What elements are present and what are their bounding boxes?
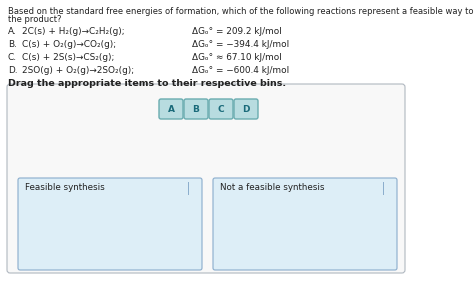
Text: B: B [192, 104, 200, 114]
FancyBboxPatch shape [184, 99, 208, 119]
Text: ΔGₒ° ≈ 67.10 kJ/mol: ΔGₒ° ≈ 67.10 kJ/mol [192, 53, 282, 62]
Text: A.: A. [8, 27, 17, 36]
FancyBboxPatch shape [159, 99, 183, 119]
Text: 2C(s) + H₂(g)→C₂H₂(g);: 2C(s) + H₂(g)→C₂H₂(g); [22, 27, 125, 36]
Text: D.: D. [8, 66, 18, 75]
Text: B.: B. [8, 40, 17, 49]
FancyBboxPatch shape [213, 178, 397, 270]
Text: Drag the appropriate items to their respective bins.: Drag the appropriate items to their resp… [8, 79, 286, 88]
Text: C(s) + 2S(s)→CS₂(g);: C(s) + 2S(s)→CS₂(g); [22, 53, 114, 62]
FancyBboxPatch shape [234, 99, 258, 119]
Text: Not a feasible synthesis: Not a feasible synthesis [220, 183, 325, 192]
Text: ΔGₒ° = 209.2 kJ/mol: ΔGₒ° = 209.2 kJ/mol [192, 27, 282, 36]
FancyBboxPatch shape [7, 84, 405, 273]
Text: C(s) + O₂(g)→CO₂(g);: C(s) + O₂(g)→CO₂(g); [22, 40, 116, 49]
Text: C.: C. [8, 53, 17, 62]
Text: Based on the standard free energies of formation, which of the following reactio: Based on the standard free energies of f… [8, 7, 474, 16]
Text: ΔGₒ° = −394.4 kJ/mol: ΔGₒ° = −394.4 kJ/mol [192, 40, 289, 49]
Text: Feasible synthesis: Feasible synthesis [25, 183, 105, 192]
FancyBboxPatch shape [18, 178, 202, 270]
Text: 2SO(g) + O₂(g)→2SO₂(g);: 2SO(g) + O₂(g)→2SO₂(g); [22, 66, 134, 75]
Text: D: D [242, 104, 250, 114]
Text: ΔGₒ° = −600.4 kJ/mol: ΔGₒ° = −600.4 kJ/mol [192, 66, 289, 75]
Text: C: C [218, 104, 224, 114]
Text: A: A [167, 104, 174, 114]
Text: the product?: the product? [8, 15, 62, 24]
FancyBboxPatch shape [209, 99, 233, 119]
